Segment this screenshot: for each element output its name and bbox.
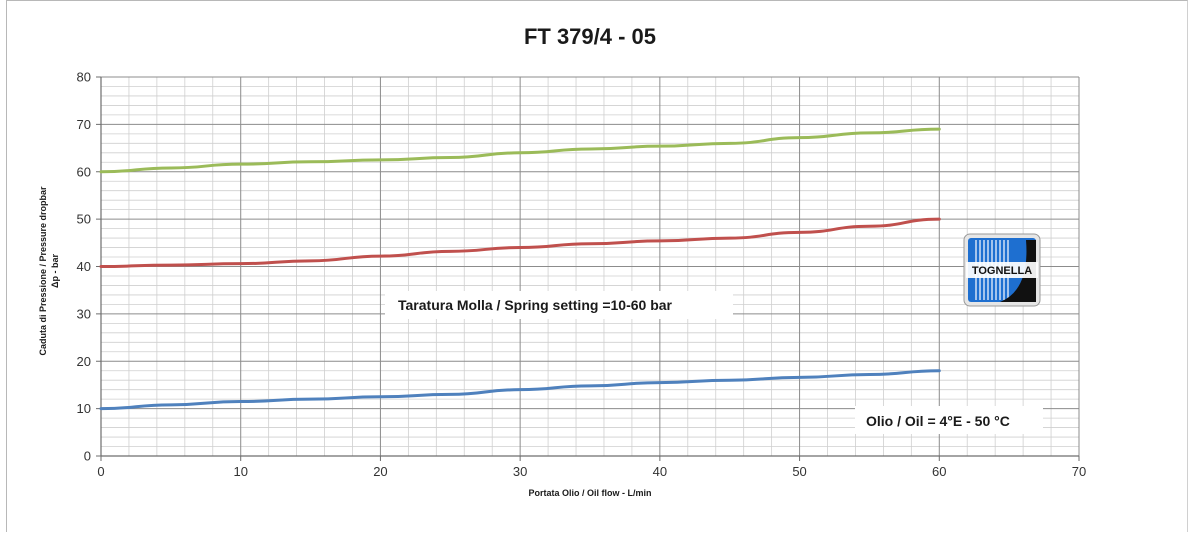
y-tick-label: 0 [84, 449, 91, 464]
y-axis-label-line1: Caduta di Pressione / Pressure dropbar [38, 186, 48, 356]
x-tick-label: 50 [792, 464, 806, 479]
chart-title: FT 379/4 - 05 [524, 24, 656, 49]
chart-frame [6, 0, 1188, 532]
x-tick-label: 40 [653, 464, 667, 479]
x-tick-labels: 0 10 20 30 40 50 60 70 [97, 464, 1086, 479]
y-tick-labels: 0 10 20 30 40 50 60 70 80 [77, 70, 91, 464]
series-lines [99, 127, 941, 411]
axes [96, 76, 1080, 461]
y-tick-label: 70 [77, 117, 91, 132]
oil-annotation: Olio / Oil = 4°E - 50 °C [866, 413, 1010, 429]
y-tick-label: 10 [77, 401, 91, 416]
spring-setting-box [385, 291, 733, 319]
x-axis-label: Portata Olio / Oil flow - L/min [528, 488, 651, 498]
y-tick-label: 80 [77, 70, 91, 85]
x-tick-label: 10 [233, 464, 247, 479]
y-tick-label: 40 [77, 259, 91, 274]
y-axis-label-line2: Δp - bar [50, 254, 60, 288]
y-tick-label: 50 [77, 212, 91, 227]
oil-box [855, 406, 1043, 434]
series-line-3 [99, 369, 941, 411]
x-tick-label: 30 [513, 464, 527, 479]
logo-text: TOGNELLA [972, 265, 1032, 277]
x-tick-label: 0 [97, 464, 104, 479]
x-tick-label: 70 [1072, 464, 1086, 479]
series-line-2 [99, 217, 941, 268]
x-tick-label: 60 [932, 464, 946, 479]
x-tick-label: 20 [373, 464, 387, 479]
tognella-logo: TOGNELLA [963, 233, 1041, 307]
y-tick-label: 20 [77, 354, 91, 369]
spring-setting-annotation: Taratura Molla / Spring setting =10-60 b… [398, 297, 673, 313]
series-line-1 [99, 127, 941, 174]
y-tick-label: 60 [77, 164, 91, 179]
y-tick-label: 30 [77, 306, 91, 321]
